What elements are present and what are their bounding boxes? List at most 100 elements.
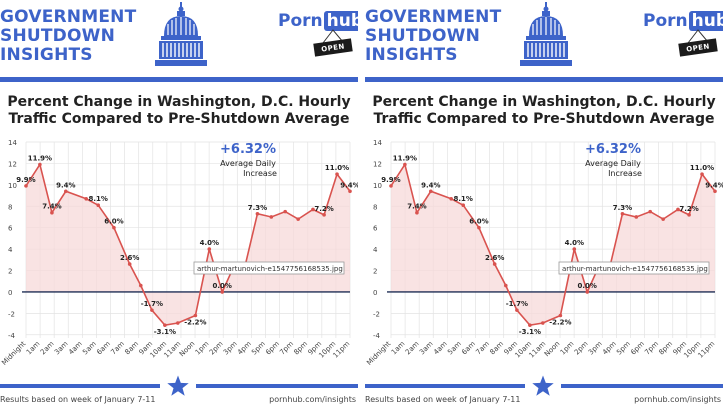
data-point	[207, 247, 212, 251]
top-divider	[0, 77, 358, 82]
x-tick-label: 11am	[528, 340, 548, 360]
data-label: 7.3%	[248, 204, 267, 212]
x-tick-label: Midnight	[365, 340, 392, 367]
panel-gap	[358, 0, 365, 415]
x-tick-label: 2am	[404, 340, 421, 357]
y-tick-label: 14	[8, 139, 17, 147]
data-point	[112, 225, 116, 230]
data-point	[528, 323, 532, 327]
y-tick-label: 0	[8, 289, 12, 297]
x-tick-label: 5am	[81, 340, 98, 357]
data-label: 2.6%	[120, 254, 139, 262]
callout-caption: Average Daily	[220, 159, 276, 168]
capitol-dome-icon	[155, 2, 207, 66]
y-tick-label: 12	[8, 160, 17, 168]
data-point	[585, 290, 590, 294]
data-label: 9.4%	[340, 181, 358, 189]
data-label: -1.7%	[506, 300, 528, 308]
data-label: 7.2%	[679, 205, 698, 213]
data-point	[193, 313, 198, 318]
data-point	[503, 283, 508, 288]
data-label: 8.1%	[88, 195, 107, 203]
data-point	[687, 213, 691, 217]
data-point	[96, 203, 101, 207]
line-chart: 9.9%11.9%7.4%9.4%8.1%6.0%2.6%-1.7%-3.1%-…	[0, 139, 358, 367]
y-tick-label: 6	[8, 225, 13, 233]
footer-link[interactable]: pornhub.com/insights	[634, 395, 721, 404]
data-point	[64, 189, 68, 194]
brand-logo-part1: Porn	[643, 11, 688, 31]
data-label: 11.9%	[28, 154, 52, 162]
data-point	[311, 207, 315, 212]
x-tick-label: Noon	[178, 340, 197, 359]
data-label: 4.0%	[200, 239, 219, 247]
sign-string-icon	[322, 29, 344, 44]
sign-string-icon	[687, 29, 709, 44]
footer-note: Results based on week of January 7-11	[365, 395, 521, 404]
chart-title: Percent Change in Washington, D.C. Hourl…	[0, 94, 358, 128]
data-point	[138, 283, 143, 288]
star-icon	[167, 375, 189, 396]
data-label: 0.0%	[578, 282, 597, 290]
x-tick-label: 3am	[418, 340, 435, 357]
x-tick-label: 1pm	[194, 340, 211, 357]
header-title-line: GOVERNMENT	[0, 7, 137, 27]
x-tick-label: 4am	[432, 340, 449, 357]
x-tick-label: 2pm	[208, 340, 225, 357]
x-tick-label: 1am	[25, 340, 42, 357]
data-point	[492, 262, 497, 266]
data-point	[283, 209, 288, 214]
area-fill	[26, 164, 350, 326]
x-tick-label: 1am	[390, 340, 407, 357]
data-point	[403, 162, 407, 167]
x-tick-label: 2am	[39, 340, 56, 357]
chart-title-line: Traffic Compared to Pre-Shutdown Average	[8, 111, 350, 127]
data-point	[620, 211, 625, 216]
image-tooltip: arthur-martunovich-e1547756168535.jpg	[558, 261, 710, 275]
y-tick-label: -2	[373, 310, 380, 318]
data-point	[541, 321, 545, 325]
header-title-line: SHUTDOWN	[365, 26, 481, 46]
brand-logo-part1: Porn	[278, 11, 323, 31]
data-label: 6.0%	[104, 218, 123, 226]
data-point	[24, 184, 28, 188]
y-tick-label: 12	[373, 160, 382, 168]
top-divider	[365, 77, 723, 82]
data-point	[220, 290, 225, 294]
data-point	[429, 189, 433, 194]
data-label: 11.9%	[393, 154, 417, 162]
data-label: 9.4%	[56, 181, 75, 189]
data-label: 2.6%	[485, 254, 504, 262]
x-tick-label: 7am	[474, 340, 491, 357]
callout-value: +6.32%	[220, 142, 276, 157]
data-point	[713, 189, 717, 194]
data-point	[50, 210, 54, 215]
capitol-dome-icon	[520, 2, 572, 66]
data-point	[449, 196, 453, 201]
data-label: 9.4%	[705, 181, 723, 189]
x-tick-label: 7am	[109, 340, 126, 357]
infographic-panel: GOVERNMENT SHUTDOWN INSIGHTS Porn hub OP…	[0, 0, 358, 415]
data-point	[296, 217, 300, 221]
y-tick-label: 6	[373, 225, 378, 233]
data-point	[477, 225, 481, 230]
y-tick-label: 10	[8, 182, 17, 190]
header-title: GOVERNMENT SHUTDOWN INSIGHTS	[0, 8, 150, 65]
data-label: 9.4%	[421, 181, 440, 189]
footer-link[interactable]: pornhub.com/insights	[269, 395, 356, 404]
header-title-line: GOVERNMENT	[365, 7, 502, 27]
data-point	[255, 211, 260, 216]
y-tick-label: 4	[8, 246, 13, 254]
data-label: 7.3%	[613, 204, 632, 212]
x-tick-label: 4pm	[601, 340, 618, 357]
x-tick-label: 4pm	[236, 340, 253, 357]
data-label: -1.7%	[141, 300, 163, 308]
data-label: 7.4%	[407, 203, 426, 211]
x-tick-label: 8pm	[292, 340, 309, 357]
y-tick-label: -4	[373, 332, 381, 340]
data-point	[389, 184, 393, 188]
data-point	[558, 313, 563, 318]
data-label: 8.1%	[453, 195, 472, 203]
x-tick-label: 8pm	[657, 340, 674, 357]
